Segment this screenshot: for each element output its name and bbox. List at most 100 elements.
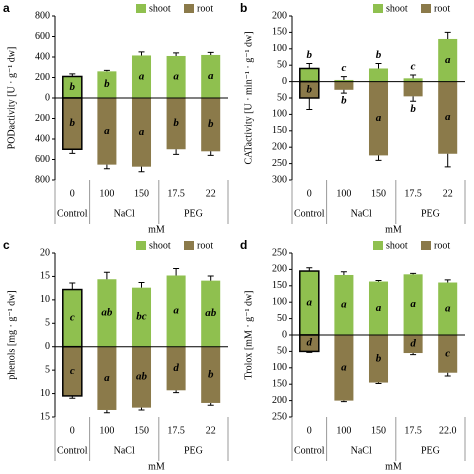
error-bar [306,98,313,110]
y-axis-label: CATactivity [U · min⁻¹ · g⁻¹ dw] [243,31,254,164]
significance-letter: b [307,49,313,61]
bar [97,71,117,98]
significance-letter: a [173,305,179,317]
legend-swatch [421,4,431,13]
significance-letter: a [173,71,179,83]
y-tick-label: 600 [35,154,50,165]
group-label: NaCl [351,445,372,456]
significance-letter: d [307,337,313,349]
significance-letter: c [70,312,75,324]
significance-letter: b [70,117,76,129]
legend-label: shoot [149,240,171,251]
bar [166,275,186,347]
y-tick-label: 0 [45,341,50,352]
legend-label: root [197,3,213,14]
y-tick-label: 100 [272,109,287,120]
bar [334,81,354,90]
y-tick-label: 150 [272,125,287,136]
group-label: Control [57,445,88,456]
error-bar [410,96,417,102]
legend-label: root [434,3,450,14]
group-label: PEG [421,445,440,456]
x-tick-label: 0 [70,425,75,436]
significance-letter: b [376,49,382,61]
error-bar [207,402,214,406]
legend-swatch [421,241,431,250]
legend-swatch [373,4,383,13]
significance-letter: a [208,70,214,82]
y-tick-label: 800 [35,174,50,185]
bar [201,280,221,347]
error-bar [410,74,417,79]
error-bar [103,409,110,414]
bar [438,282,458,335]
group-label: Control [57,208,88,219]
y-tick-label: 0 [45,92,50,103]
x-tick-label: 17.5 [167,425,185,436]
bar [368,281,389,335]
error-bar [173,390,180,394]
significance-letter: b [208,368,214,380]
bar [334,79,354,82]
y-tick-label: 200 [35,72,50,83]
error-bar [375,280,382,282]
x-tick-label: 22 [206,425,216,436]
error-bar [410,353,417,356]
error-bar [444,31,451,39]
y-tick-label: 50 [277,59,287,70]
error-bar [69,395,76,399]
legend-label: shoot [386,240,408,251]
error-bar [69,73,76,77]
x-tick-label: 150 [134,425,149,436]
significance-letter: b [307,83,313,95]
y-tick-label: 10 [40,388,50,399]
error-bar [173,149,180,155]
y-tick-label: 100 [272,296,287,307]
y-tick-label: 50 [277,346,287,357]
significance-letter: d [173,362,179,374]
x-tick-label: 22 [206,188,216,199]
significance-letter: ab [136,371,148,383]
y-tick-label: 50 [277,313,287,324]
group-label: NaCl [114,208,135,219]
x-tick-label: 100 [99,188,114,199]
significance-letter: a [445,111,451,123]
significance-letter: a [104,125,110,137]
significance-letter: b [173,117,179,129]
error-bar [340,76,347,80]
y-tick-label: 150 [272,280,287,291]
error-bar [444,279,451,283]
bar [403,81,423,97]
error-bar [340,89,347,94]
y-tick-label: 400 [35,51,50,62]
panel-label: c [3,238,10,252]
significance-letter: a [376,112,382,124]
error-bar [138,407,145,411]
group-label: NaCl [114,445,135,456]
y-axis-label: phenols [mg · g⁻¹ dw] [6,290,17,379]
x-tick-label: 0 [307,425,312,436]
significance-letter: a [139,70,145,82]
significance-letter: c [70,365,75,377]
y-tick-label: 200 [272,264,287,275]
significance-letter: d [410,338,416,350]
y-tick-label: 300 [272,174,287,185]
error-bar [69,282,76,290]
x-tick-label: 100 [336,188,351,199]
x-axis-label: mM [385,224,402,235]
group-label: PEG [184,208,203,219]
group-label: Control [294,445,325,456]
x-tick-label: 17.5 [404,188,422,199]
significance-letter: c [445,347,450,359]
significance-letter: bc [136,311,147,323]
error-bar [340,400,347,403]
y-tick-label: 0 [282,76,287,87]
error-bar [410,272,417,275]
error-bar [173,267,180,276]
significance-letter: a [376,302,382,314]
error-bar [138,166,145,173]
error-bar [103,69,110,72]
y-tick-label: 400 [35,133,50,144]
bar [403,274,423,335]
error-bar [375,382,382,385]
